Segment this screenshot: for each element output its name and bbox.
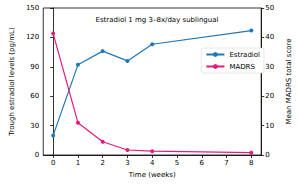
- svg-text:90: 90: [30, 63, 39, 71]
- svg-text:Trough estradiol levels (pg/mL: Trough estradiol levels (pg/mL): [8, 27, 16, 137]
- svg-text:6: 6: [200, 159, 205, 167]
- svg-text:Estradiol 1 mg 3–8x/day sublin: Estradiol 1 mg 3–8x/day sublingual: [96, 16, 219, 24]
- svg-text:0: 0: [265, 151, 269, 159]
- svg-text:Time (weeks): Time (weeks): [128, 171, 176, 179]
- svg-text:3: 3: [125, 159, 129, 167]
- svg-text:40: 40: [265, 33, 274, 41]
- svg-text:MADRS: MADRS: [229, 63, 255, 71]
- svg-text:0: 0: [51, 159, 55, 167]
- svg-text:4: 4: [150, 159, 155, 167]
- svg-text:50: 50: [265, 4, 274, 12]
- svg-text:7: 7: [224, 159, 228, 167]
- svg-text:Estradiol: Estradiol: [229, 51, 260, 59]
- svg-text:5: 5: [175, 159, 179, 167]
- svg-text:30: 30: [30, 122, 39, 130]
- svg-text:2: 2: [100, 159, 104, 167]
- svg-text:30: 30: [265, 63, 274, 71]
- svg-text:Mean MADRS total score: Mean MADRS total score: [285, 38, 293, 124]
- svg-text:20: 20: [265, 92, 274, 100]
- svg-text:1: 1: [76, 159, 80, 167]
- svg-text:120: 120: [26, 33, 39, 41]
- svg-text:150: 150: [26, 4, 39, 12]
- svg-text:8: 8: [249, 159, 253, 167]
- svg-text:60: 60: [30, 92, 39, 100]
- svg-text:10: 10: [265, 122, 274, 130]
- svg-text:0: 0: [35, 151, 39, 159]
